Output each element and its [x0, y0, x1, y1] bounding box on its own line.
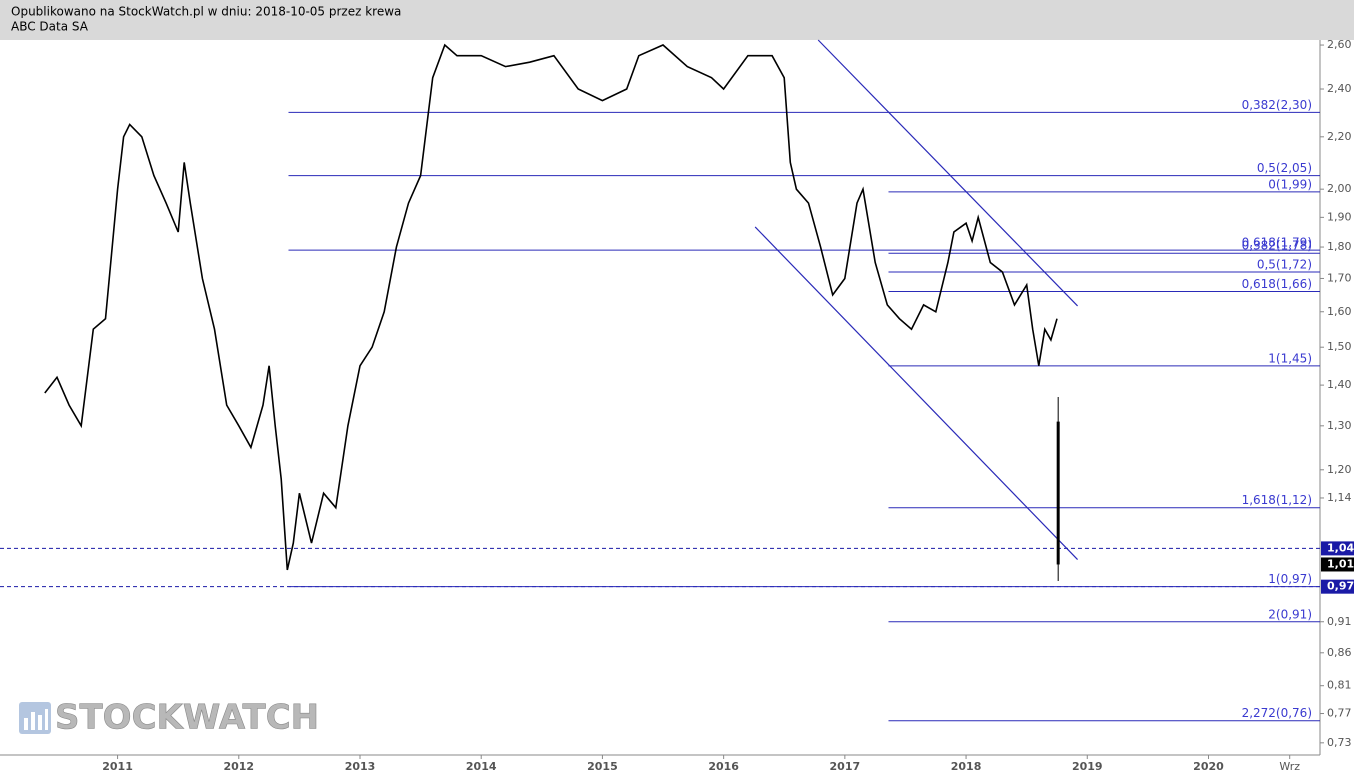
y-tick-label: 2,40 — [1327, 82, 1352, 95]
y-tick-label: 1,14 — [1327, 491, 1352, 504]
fib-label: 0,382(1,78) — [1242, 239, 1312, 253]
y-tick-label: 1,70 — [1327, 271, 1352, 284]
candle-body — [1056, 421, 1060, 565]
fib-label: 2(0,91) — [1268, 607, 1312, 621]
header-line: ABC Data SA — [11, 20, 89, 34]
y-tick-label: 0,81 — [1327, 679, 1352, 692]
header-bar — [0, 0, 1354, 40]
price-marker — [1321, 579, 1354, 594]
y-tick-label: 1,50 — [1327, 340, 1352, 353]
price-line — [44, 43, 1058, 571]
y-tick-label: 1,30 — [1327, 419, 1352, 432]
x-tick-label: 2011 — [102, 760, 133, 773]
fib-label: 0,5(1,72) — [1257, 258, 1312, 272]
fib-label: 0,618(1,79) — [1242, 236, 1312, 250]
trend-line — [817, 39, 1079, 307]
x-tick-label: 2017 — [830, 760, 861, 773]
price-marker-label: 0,97 — [1327, 580, 1354, 593]
y-tick-label: 1,90 — [1327, 210, 1352, 223]
y-tick-label: 1,60 — [1327, 305, 1352, 318]
y-tick-label: 2,00 — [1327, 182, 1352, 195]
price-marker — [1321, 557, 1354, 572]
y-tick-label: 0,91 — [1327, 615, 1352, 628]
y-tick-label: 0,86 — [1327, 646, 1352, 659]
x-tick-label: 2020 — [1193, 760, 1224, 773]
header-line: Opublikowano na StockWatch.pl w dniu: 20… — [11, 5, 401, 19]
fib-label: 0(1,99) — [1268, 177, 1312, 191]
x-tick-label: 2012 — [223, 760, 254, 773]
logo-icon — [19, 702, 51, 734]
price-marker — [1321, 541, 1354, 556]
x-tick-label: 2013 — [345, 760, 376, 773]
fib-label: 0,618(1,66) — [1242, 277, 1312, 291]
y-tick-label: 2,20 — [1327, 130, 1352, 143]
x-tick-label: Wrz — [1279, 760, 1300, 773]
price-marker-label: 1,01 — [1327, 557, 1354, 570]
watermark: STOCKWATCH — [55, 698, 319, 738]
x-tick-label: 2014 — [466, 760, 497, 773]
y-tick-label: 2,60 — [1327, 38, 1352, 51]
fib-label: 2,272(0,76) — [1242, 706, 1312, 720]
fib-label: 1,618(1,12) — [1242, 493, 1312, 507]
x-tick-label: 2015 — [587, 760, 618, 773]
fib-label: 0,5(2,05) — [1257, 161, 1312, 175]
y-tick-label: 1,80 — [1327, 240, 1352, 253]
y-tick-label: 0,77 — [1327, 707, 1352, 720]
x-tick-label: 2018 — [951, 760, 982, 773]
trend-line — [754, 226, 1079, 561]
fib-label: 0,382(2,30) — [1242, 98, 1312, 112]
price-marker-label: 1,04 — [1327, 541, 1354, 554]
y-tick-label: 1,40 — [1327, 378, 1352, 391]
x-tick-label: 2016 — [708, 760, 739, 773]
fib-label: 1(1,45) — [1268, 351, 1312, 365]
y-tick-label: 1,20 — [1327, 463, 1352, 476]
y-tick-label: 0,73 — [1327, 736, 1352, 749]
fib-label: 1(0,97) — [1268, 572, 1312, 586]
x-tick-label: 2019 — [1072, 760, 1103, 773]
